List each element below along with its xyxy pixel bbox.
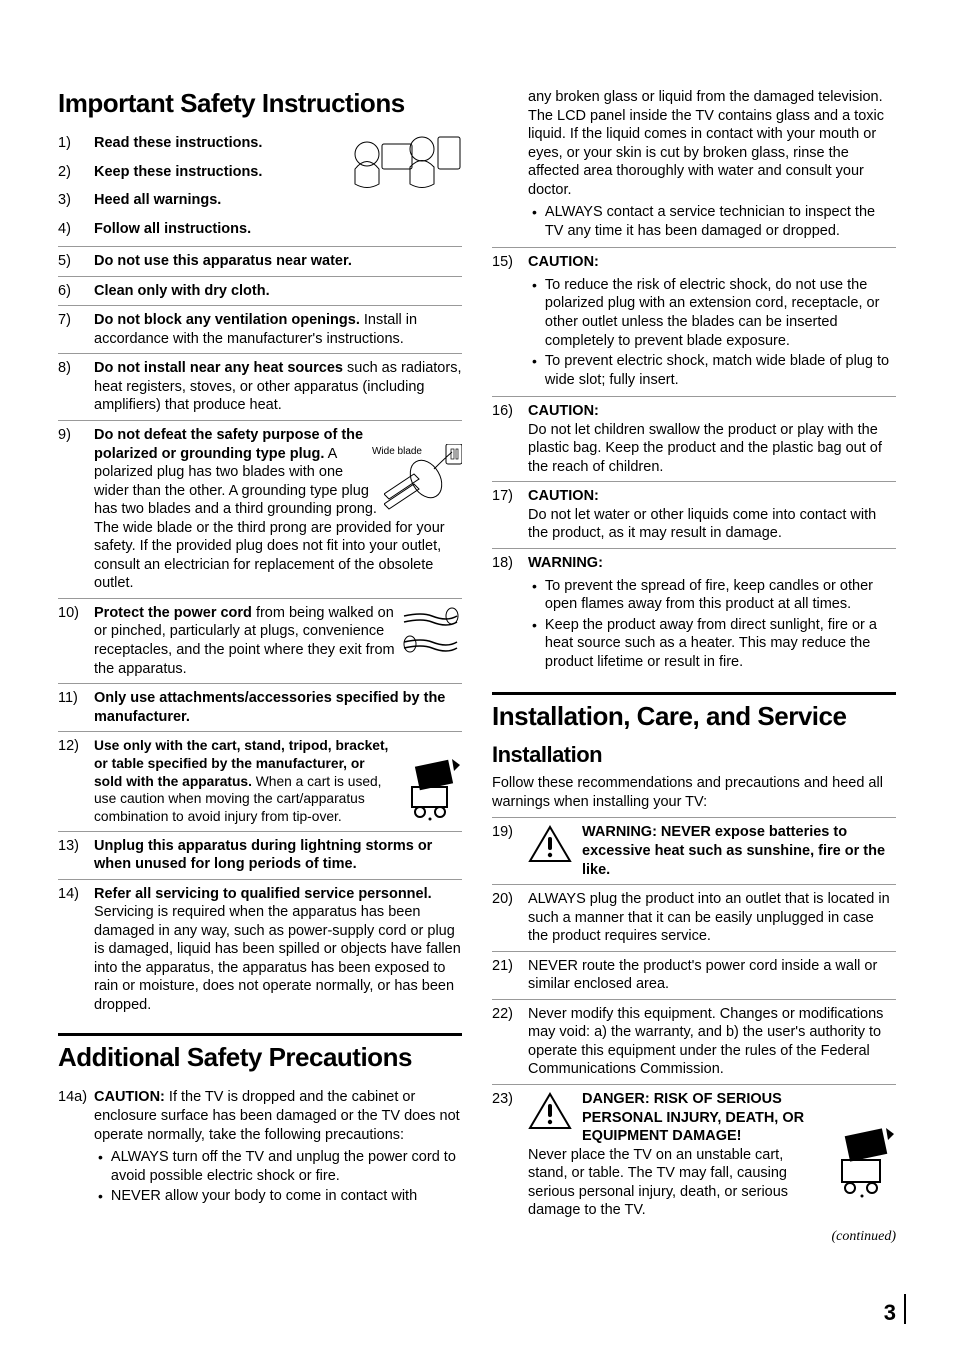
bullet-dot: • bbox=[532, 203, 537, 221]
warning-triangle-icon bbox=[528, 1092, 572, 1132]
item-num: 17) bbox=[492, 487, 528, 506]
bullet-text: To prevent electric shock, match wide bl… bbox=[545, 352, 896, 389]
item-num: 2) bbox=[58, 163, 94, 182]
bullet-text: To reduce the risk of electric shock, do… bbox=[545, 276, 896, 350]
bullet-text: To prevent the spread of fire, keep cand… bbox=[545, 577, 896, 614]
item-body: Use only with the cart, stand, tripod, b… bbox=[94, 737, 462, 825]
continued-label: (continued) bbox=[492, 1229, 896, 1245]
item-text: Heed all warnings. bbox=[94, 191, 336, 210]
cord-icon bbox=[402, 604, 462, 656]
item-num: 8) bbox=[58, 359, 94, 378]
item-num: 12) bbox=[58, 737, 94, 756]
item-num: 15) bbox=[492, 253, 528, 272]
item-num: 23) bbox=[492, 1090, 528, 1109]
item-text: ALWAYS plug the product into an outlet t… bbox=[528, 890, 896, 946]
item-num: 6) bbox=[58, 282, 94, 301]
item-body: WARNING: NEVER expose batteries to exces… bbox=[528, 823, 896, 879]
item-body: CAUTION:Do not let water or other liquid… bbox=[528, 487, 896, 543]
item-num: 5) bbox=[58, 252, 94, 271]
heading-additional: Additional Safety Precautions bbox=[58, 1033, 462, 1073]
bullet-dot: • bbox=[532, 577, 537, 595]
item-num: 14) bbox=[58, 885, 94, 904]
item-body: Do not block any ventilation openings. I… bbox=[94, 311, 462, 348]
item-num: 7) bbox=[58, 311, 94, 330]
bullet-text: NEVER allow your body to come in contact… bbox=[111, 1187, 462, 1206]
bullet-text: ALWAYS turn off the TV and unplug the po… bbox=[111, 1148, 462, 1185]
plug-label: Wide blade bbox=[372, 446, 422, 459]
item-text: Do not use this apparatus near water. bbox=[94, 252, 462, 271]
item-num: 3) bbox=[58, 191, 94, 210]
item-text: Never modify this equipment. Changes or … bbox=[528, 1005, 896, 1079]
item-body: CAUTION: •To reduce the risk of electric… bbox=[528, 253, 896, 391]
item-body: DANGER: RISK OF SERIOUS PERSONAL INJURY,… bbox=[528, 1090, 896, 1220]
item-text: NEVER route the product's power cord ins… bbox=[528, 957, 896, 994]
item-text: Keep these instructions. bbox=[94, 163, 336, 182]
item-body: Protect the power cord from being walked… bbox=[94, 604, 462, 678]
heading-install-sub: Installation bbox=[492, 742, 896, 768]
heading-install: Installation, Care, and Service bbox=[492, 692, 896, 732]
item-text: Clean only with dry cloth. bbox=[94, 282, 462, 301]
item-num: 13) bbox=[58, 837, 94, 856]
item-body: Wide blade Do not defeat the safety purp… bbox=[94, 426, 462, 593]
bullet-text: ALWAYS contact a service technician to i… bbox=[545, 203, 896, 240]
bullet-dot: • bbox=[532, 276, 537, 294]
right-column: any broken glass or liquid from the dama… bbox=[492, 88, 896, 1245]
warning-triangle-icon bbox=[528, 825, 572, 865]
item-num: 16) bbox=[492, 402, 528, 421]
heading-important: Important Safety Instructions bbox=[58, 88, 462, 119]
page-number: 3 bbox=[884, 1300, 896, 1326]
bullet-dot: • bbox=[98, 1148, 103, 1166]
item-num: 18) bbox=[492, 554, 528, 573]
item-num: 11) bbox=[58, 689, 94, 708]
item-num: 21) bbox=[492, 957, 528, 976]
item-num: 4) bbox=[58, 220, 94, 239]
item-body: Do not install near any heat sources suc… bbox=[94, 359, 462, 415]
item-body: any broken glass or liquid from the dama… bbox=[528, 88, 896, 242]
item-text: Unplug this apparatus during lightning s… bbox=[94, 837, 462, 874]
bullet-dot: • bbox=[98, 1187, 103, 1205]
item-body: CAUTION:Do not let children swallow the … bbox=[528, 402, 896, 476]
cart-tip-icon bbox=[402, 757, 462, 821]
install-intro: Follow these recommendations and precaut… bbox=[492, 774, 896, 811]
page-bar bbox=[904, 1294, 906, 1324]
bullet-dot: • bbox=[532, 616, 537, 634]
item-num: 20) bbox=[492, 890, 528, 909]
item-body: WARNING: •To prevent the spread of fire,… bbox=[528, 554, 896, 673]
item-num: 19) bbox=[492, 823, 528, 842]
cart-tip-icon bbox=[832, 1126, 896, 1198]
bullet-text: Keep the product away from direct sunlig… bbox=[545, 616, 896, 672]
item-num: 14a) bbox=[58, 1088, 94, 1107]
item-text: Follow all instructions. bbox=[94, 220, 462, 239]
item-num: 10) bbox=[58, 604, 94, 623]
bullet-dot: • bbox=[532, 352, 537, 370]
left-column: Important Safety Instructions 1)Read the… bbox=[58, 88, 462, 1245]
item-body: Refer all servicing to qualified service… bbox=[94, 885, 462, 1015]
continuation-text: any broken glass or liquid from the dama… bbox=[528, 89, 884, 198]
item-body: CAUTION: If the TV is dropped and the ca… bbox=[94, 1088, 462, 1207]
page-columns: Important Safety Instructions 1)Read the… bbox=[58, 88, 896, 1245]
item-num: 9) bbox=[58, 426, 94, 445]
item-num: 22) bbox=[492, 1005, 528, 1024]
item-text: Read these instructions. bbox=[94, 134, 336, 153]
item-num: 1) bbox=[58, 134, 94, 153]
item-text: Only use attachments/accessories specifi… bbox=[94, 689, 462, 726]
book-reading-icon bbox=[342, 129, 462, 195]
